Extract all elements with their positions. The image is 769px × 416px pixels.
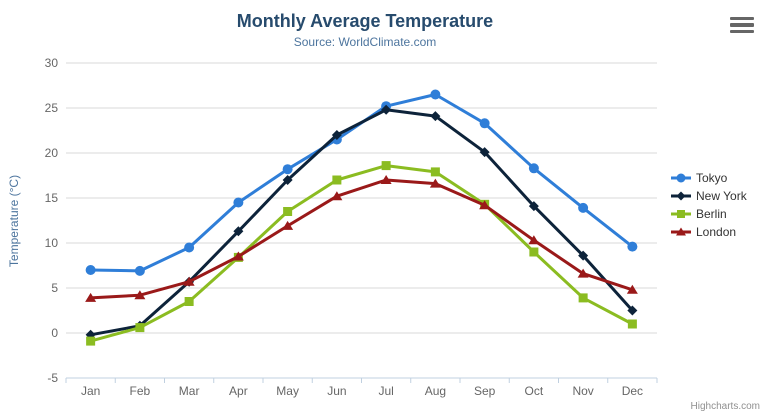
x-axis bbox=[65, 377, 658, 383]
data-point-london[interactable] bbox=[232, 251, 244, 261]
legend-item-berlin[interactable]: Berlin bbox=[671, 207, 747, 221]
data-point-berlin[interactable] bbox=[627, 319, 637, 329]
legend-marker-tokyo bbox=[676, 173, 686, 183]
data-point-london[interactable] bbox=[429, 178, 441, 188]
hamburger-icon bbox=[730, 16, 756, 34]
data-point-tokyo[interactable] bbox=[528, 163, 539, 174]
highcharts-credits-link[interactable]: Highcharts.com bbox=[690, 401, 760, 412]
series-line-london bbox=[89, 178, 634, 300]
x-axis-label: Aug bbox=[425, 384, 446, 398]
legend-label: Berlin bbox=[696, 207, 727, 221]
x-axis-label: Jun bbox=[327, 384, 346, 398]
data-point-tokyo[interactable] bbox=[134, 265, 145, 276]
data-point-new-york[interactable] bbox=[578, 250, 589, 261]
series-line-new-york bbox=[89, 108, 634, 337]
data-point-tokyo[interactable] bbox=[627, 241, 638, 252]
x-axis-label: Nov bbox=[572, 384, 593, 398]
legend: Tokyo New York Berlin London bbox=[671, 171, 747, 239]
data-point-berlin[interactable] bbox=[332, 175, 342, 185]
legend-marker-circle-icon bbox=[671, 173, 691, 183]
data-point-london[interactable] bbox=[331, 191, 343, 201]
data-point-berlin[interactable] bbox=[283, 207, 293, 216]
legend-label: Tokyo bbox=[696, 171, 728, 185]
series-group bbox=[85, 89, 638, 346]
legend-item-tokyo[interactable]: Tokyo bbox=[671, 171, 747, 185]
data-point-berlin[interactable] bbox=[578, 293, 588, 303]
y-axis-label: 5 bbox=[51, 281, 58, 295]
legend-marker-diamond-icon bbox=[671, 191, 691, 201]
data-point-berlin[interactable] bbox=[184, 297, 194, 306]
data-point-new-york[interactable] bbox=[233, 226, 244, 237]
legend-label: London bbox=[696, 225, 737, 239]
data-point-berlin[interactable] bbox=[135, 323, 145, 333]
data-point-london[interactable] bbox=[626, 284, 638, 294]
y-axis-label: 20 bbox=[45, 146, 59, 160]
x-axis-label: Dec bbox=[622, 384, 643, 398]
data-point-berlin[interactable] bbox=[86, 336, 96, 346]
y-axis-label: 0 bbox=[51, 326, 58, 340]
legend-item-london[interactable]: London bbox=[671, 225, 747, 239]
x-axis-label: May bbox=[276, 384, 299, 398]
data-point-berlin[interactable] bbox=[529, 247, 539, 257]
legend-label: New York bbox=[696, 189, 747, 203]
x-axis-label: Feb bbox=[130, 384, 151, 398]
data-point-new-york[interactable] bbox=[430, 111, 441, 122]
y-axis-title: Temperature (°C) bbox=[7, 175, 21, 267]
x-axis-label: Oct bbox=[525, 384, 544, 398]
legend-marker-square-icon bbox=[671, 210, 691, 218]
data-point-london[interactable] bbox=[479, 200, 491, 210]
data-point-new-york[interactable] bbox=[479, 147, 490, 158]
data-point-berlin[interactable] bbox=[430, 167, 440, 177]
data-point-new-york[interactable] bbox=[381, 104, 392, 115]
series-new-york bbox=[85, 104, 638, 340]
data-point-new-york[interactable] bbox=[627, 305, 638, 316]
data-point-new-york[interactable] bbox=[331, 130, 342, 140]
legend-item-new-york[interactable]: New York bbox=[671, 189, 747, 203]
series-line-berlin bbox=[89, 164, 634, 343]
data-point-tokyo[interactable] bbox=[233, 197, 244, 208]
data-point-new-york[interactable] bbox=[282, 175, 293, 185]
data-point-tokyo[interactable] bbox=[479, 118, 490, 129]
data-point-london[interactable] bbox=[380, 175, 392, 184]
y-axis-label: 25 bbox=[45, 101, 59, 115]
data-point-london[interactable] bbox=[134, 290, 146, 300]
data-point-london[interactable] bbox=[85, 292, 97, 302]
legend-marker-new-york bbox=[676, 191, 686, 201]
x-axis-label: Jan bbox=[81, 384, 100, 398]
x-axis-label: Mar bbox=[179, 384, 200, 398]
data-point-london[interactable] bbox=[183, 276, 195, 286]
legend-marker-london bbox=[676, 227, 686, 236]
series-tokyo bbox=[85, 89, 638, 276]
data-point-london[interactable] bbox=[577, 268, 589, 278]
x-axis-label: Sep bbox=[474, 384, 496, 398]
gridlines bbox=[66, 62, 657, 379]
legend-marker-triangle-icon bbox=[671, 227, 691, 236]
data-point-new-york[interactable] bbox=[528, 201, 539, 212]
data-point-london[interactable] bbox=[282, 220, 294, 230]
export-menu-button[interactable] bbox=[730, 14, 756, 36]
data-point-tokyo[interactable] bbox=[430, 89, 441, 100]
legend-marker-berlin bbox=[677, 210, 685, 218]
chart-subtitle: Source: WorldClimate.com bbox=[293, 35, 437, 49]
chart-title: Monthly Average Temperature bbox=[236, 11, 494, 31]
y-axis-label: -5 bbox=[47, 371, 58, 385]
data-point-tokyo[interactable] bbox=[578, 202, 589, 213]
x-axis-label: Apr bbox=[229, 384, 248, 398]
axis-labels: 30 25 20 15 10 5 0 -5 Jan Feb Mar Apr May Jun Jul Aug Se… bbox=[45, 56, 643, 398]
data-point-berlin[interactable] bbox=[381, 161, 391, 171]
y-axis-label: 30 bbox=[45, 56, 59, 70]
x-axis-label: Jul bbox=[378, 384, 393, 398]
data-point-london[interactable] bbox=[528, 235, 540, 245]
series-london bbox=[85, 175, 638, 302]
data-point-tokyo[interactable] bbox=[184, 242, 195, 253]
y-axis-label: 10 bbox=[45, 236, 59, 250]
y-axis-label: 15 bbox=[45, 191, 59, 205]
data-point-tokyo[interactable] bbox=[85, 265, 96, 275]
data-point-tokyo[interactable] bbox=[282, 164, 293, 175]
